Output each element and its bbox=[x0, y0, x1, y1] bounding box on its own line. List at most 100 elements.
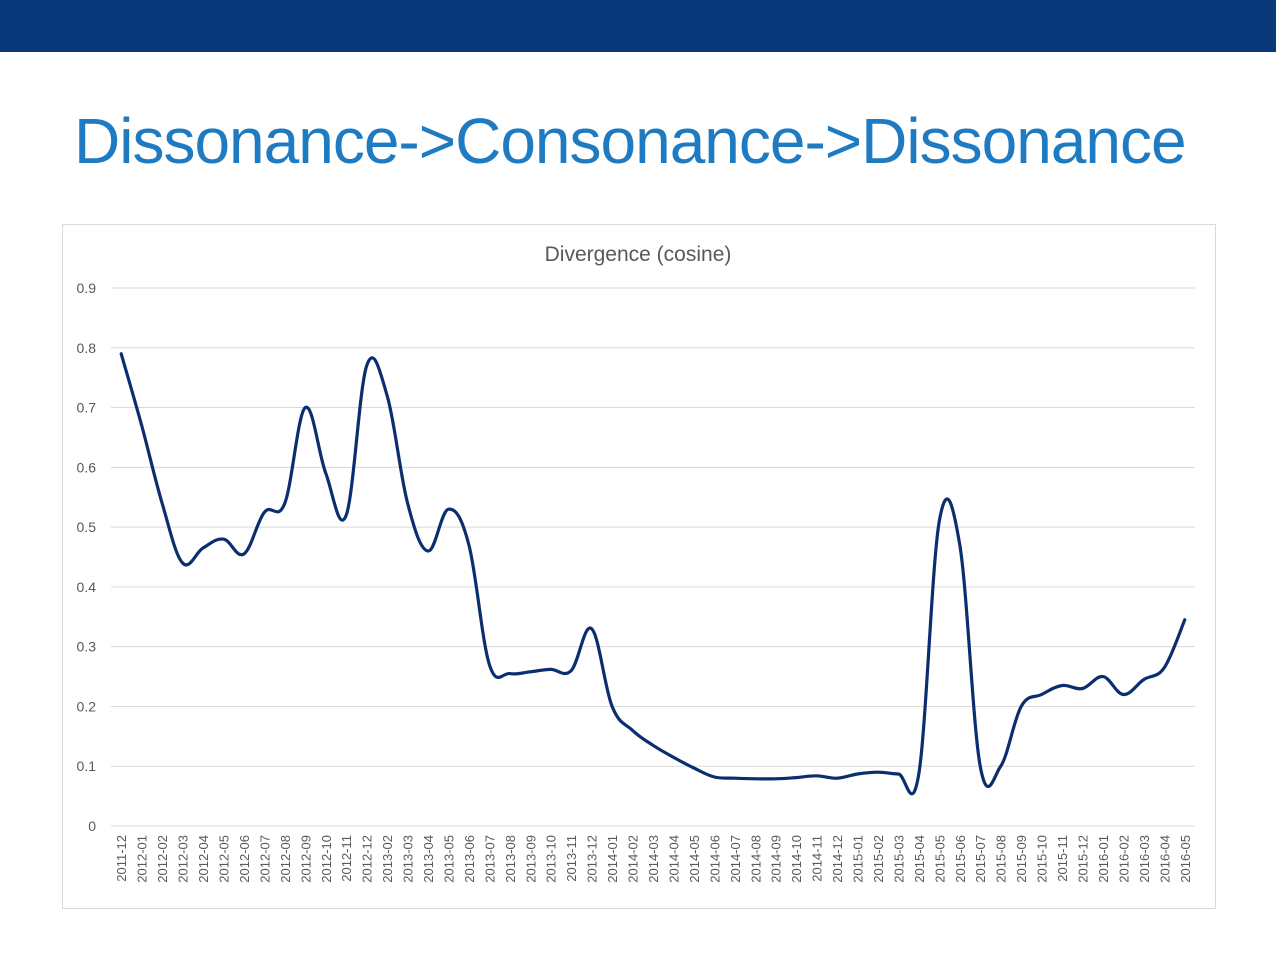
x-tick-label: 2015-12 bbox=[1076, 835, 1091, 883]
x-tick-label: 2012-08 bbox=[278, 835, 293, 883]
x-tick-label: 2014-05 bbox=[687, 835, 702, 883]
data-point bbox=[733, 777, 736, 780]
y-tick-label: 0.2 bbox=[77, 698, 97, 714]
data-point bbox=[570, 669, 573, 672]
series-line bbox=[119, 352, 1187, 796]
data-point bbox=[406, 502, 409, 505]
x-tick-label: 2012-11 bbox=[339, 835, 354, 882]
x-tick-label: 2014-04 bbox=[666, 835, 681, 883]
data-point bbox=[324, 472, 327, 475]
data-point bbox=[774, 777, 777, 780]
data-point bbox=[815, 774, 818, 777]
data-point bbox=[631, 729, 634, 732]
data-point bbox=[447, 508, 450, 511]
data-point bbox=[283, 502, 286, 505]
x-tick-label: 2013-10 bbox=[544, 835, 559, 883]
y-tick-label: 0.8 bbox=[77, 340, 97, 356]
data-point bbox=[795, 776, 798, 779]
x-tick-label: 2013-09 bbox=[523, 835, 538, 883]
x-tick-label: 2014-08 bbox=[748, 835, 763, 883]
x-tick-label: 2014-03 bbox=[646, 835, 661, 883]
x-tick-label: 2015-10 bbox=[1035, 835, 1050, 883]
top-banner bbox=[0, 0, 1276, 52]
x-tick-label: 2016-05 bbox=[1178, 835, 1193, 883]
data-point bbox=[386, 394, 389, 397]
data-point bbox=[610, 705, 613, 708]
x-tick-label: 2014-07 bbox=[728, 835, 743, 883]
x-tick-label: 2014-02 bbox=[626, 835, 641, 883]
x-tick-label: 2013-05 bbox=[441, 835, 456, 883]
data-point bbox=[549, 668, 552, 671]
x-tick-label: 2013-08 bbox=[503, 835, 518, 883]
x-tick-label: 2014-10 bbox=[789, 835, 804, 883]
data-point bbox=[713, 775, 716, 778]
x-axis-tick-labels: 2011-12 2012-01 2012-02 2012-03 2012-04 2012-… bbox=[114, 835, 1193, 883]
data-point bbox=[692, 766, 695, 769]
data-point bbox=[856, 772, 859, 775]
x-tick-label: 2016-02 bbox=[1116, 835, 1131, 883]
y-tick-label: 0.9 bbox=[77, 280, 97, 296]
x-tick-label: 2014-12 bbox=[830, 835, 845, 883]
x-tick-label: 2016-03 bbox=[1137, 835, 1152, 883]
x-tick-label: 2012-01 bbox=[135, 835, 150, 883]
y-axis-tick-labels: 0 0.1 0.2 0.3 0.4 0.5 0.6 0.7 0.8 0.9 bbox=[77, 280, 97, 834]
data-point bbox=[426, 549, 429, 552]
data-point bbox=[938, 520, 941, 523]
series-group bbox=[119, 352, 1187, 796]
x-tick-label: 2013-06 bbox=[462, 835, 477, 883]
data-point bbox=[508, 672, 511, 675]
data-point bbox=[917, 772, 920, 775]
data-point bbox=[529, 670, 532, 673]
y-tick-label: 0.5 bbox=[77, 519, 97, 535]
x-tick-label: 2016-01 bbox=[1096, 835, 1111, 883]
data-point bbox=[181, 561, 184, 564]
data-point bbox=[876, 771, 879, 774]
data-point bbox=[958, 543, 961, 546]
data-point bbox=[1060, 684, 1063, 687]
data-point bbox=[467, 543, 470, 546]
data-point bbox=[1183, 618, 1186, 621]
slide-title: Dissonance->Consonance->Dissonance bbox=[74, 105, 1187, 177]
x-tick-label: 2012-10 bbox=[319, 835, 334, 883]
data-point bbox=[488, 663, 491, 666]
chart-title: Divergence (cosine) bbox=[545, 243, 732, 266]
x-tick-label: 2015-05 bbox=[932, 835, 947, 883]
x-tick-label: 2011-12 bbox=[114, 835, 129, 882]
x-tick-label: 2015-09 bbox=[1014, 835, 1029, 883]
data-point bbox=[345, 514, 348, 517]
data-point bbox=[1020, 705, 1023, 708]
x-tick-label: 2014-11 bbox=[810, 835, 825, 882]
y-tick-label: 0.7 bbox=[77, 400, 97, 416]
x-tick-label: 2015-02 bbox=[871, 835, 886, 883]
data-point bbox=[590, 627, 593, 630]
x-tick-label: 2012-07 bbox=[257, 835, 272, 883]
x-tick-label: 2014-06 bbox=[707, 835, 722, 883]
y-tick-label: 0 bbox=[88, 818, 96, 834]
x-tick-label: 2012-04 bbox=[196, 835, 211, 883]
x-tick-label: 2015-01 bbox=[851, 835, 866, 883]
data-point bbox=[365, 364, 368, 367]
data-point bbox=[1122, 693, 1125, 696]
x-tick-label: 2016-04 bbox=[1157, 835, 1172, 883]
x-tick-label: 2013-03 bbox=[401, 835, 416, 883]
x-tick-label: 2013-02 bbox=[380, 835, 395, 883]
data-point bbox=[835, 777, 838, 780]
x-tick-label: 2015-08 bbox=[994, 835, 1009, 883]
data-point bbox=[263, 511, 266, 514]
x-tick-label: 2012-06 bbox=[237, 835, 252, 883]
chart-frame: Divergence (cosine) 0 0.1 0.2 0.3 0.4 0.5 0.6 0… bbox=[62, 224, 1216, 909]
data-point bbox=[1142, 678, 1145, 681]
x-tick-label: 2015-06 bbox=[953, 835, 968, 883]
x-tick-label: 2014-01 bbox=[605, 835, 620, 883]
x-tick-label: 2013-11 bbox=[564, 835, 579, 882]
data-point bbox=[120, 352, 123, 355]
x-tick-label: 2013-12 bbox=[585, 835, 600, 883]
x-tick-label: 2015-04 bbox=[912, 835, 927, 883]
data-point bbox=[161, 502, 164, 505]
data-point bbox=[999, 765, 1002, 768]
x-tick-label: 2012-03 bbox=[176, 835, 191, 883]
data-point bbox=[1163, 666, 1166, 669]
y-tick-label: 0.1 bbox=[77, 758, 97, 774]
x-tick-label: 2013-07 bbox=[482, 835, 497, 883]
y-tick-label: 0.6 bbox=[77, 459, 97, 475]
